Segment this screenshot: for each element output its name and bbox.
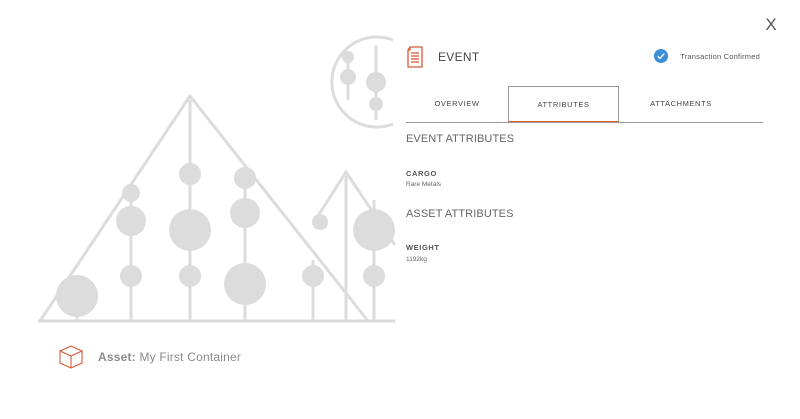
- tab-bar: OVERVIEW ATTRIBUTES ATTACHMENTS: [406, 86, 763, 123]
- tab-attachments[interactable]: ATTACHMENTS: [650, 99, 712, 108]
- close-icon[interactable]: X: [765, 15, 777, 34]
- tab-overview[interactable]: OVERVIEW: [434, 99, 480, 108]
- event-title: EVENT: [438, 50, 480, 64]
- asset-name: My First Container: [139, 350, 242, 364]
- check-circle-icon: [654, 49, 669, 63]
- status-text: Transaction Confirmed: [680, 51, 760, 61]
- attribute-label-weight: WEIGHT: [406, 243, 440, 252]
- attribute-label-cargo: CARGO: [406, 169, 437, 178]
- event-panel: EVENT Transaction Confirmed OVERVIEW ATT…: [406, 40, 764, 263]
- close-button[interactable]: X: [762, 14, 780, 36]
- panel-header: EVENT Transaction Confirmed: [406, 40, 764, 74]
- box-icon: [59, 345, 83, 369]
- document-icon: [407, 46, 423, 68]
- asset-prefix: Asset:: [98, 350, 136, 364]
- event-attributes-heading: EVENT ATTRIBUTES: [406, 133, 515, 145]
- tab-attributes[interactable]: ATTRIBUTES: [508, 86, 619, 122]
- attribute-value-cargo: Rare Metals: [406, 181, 442, 188]
- asset-label: Asset: My First Container: [98, 350, 241, 364]
- transaction-status: Transaction Confirmed: [654, 49, 760, 63]
- asset-attributes-heading: ASSET ATTRIBUTES: [406, 208, 514, 220]
- abacus-illustration: [38, 35, 397, 323]
- attribute-value-weight: 1192kg: [406, 256, 427, 263]
- asset-row: Asset: My First Container: [58, 344, 241, 370]
